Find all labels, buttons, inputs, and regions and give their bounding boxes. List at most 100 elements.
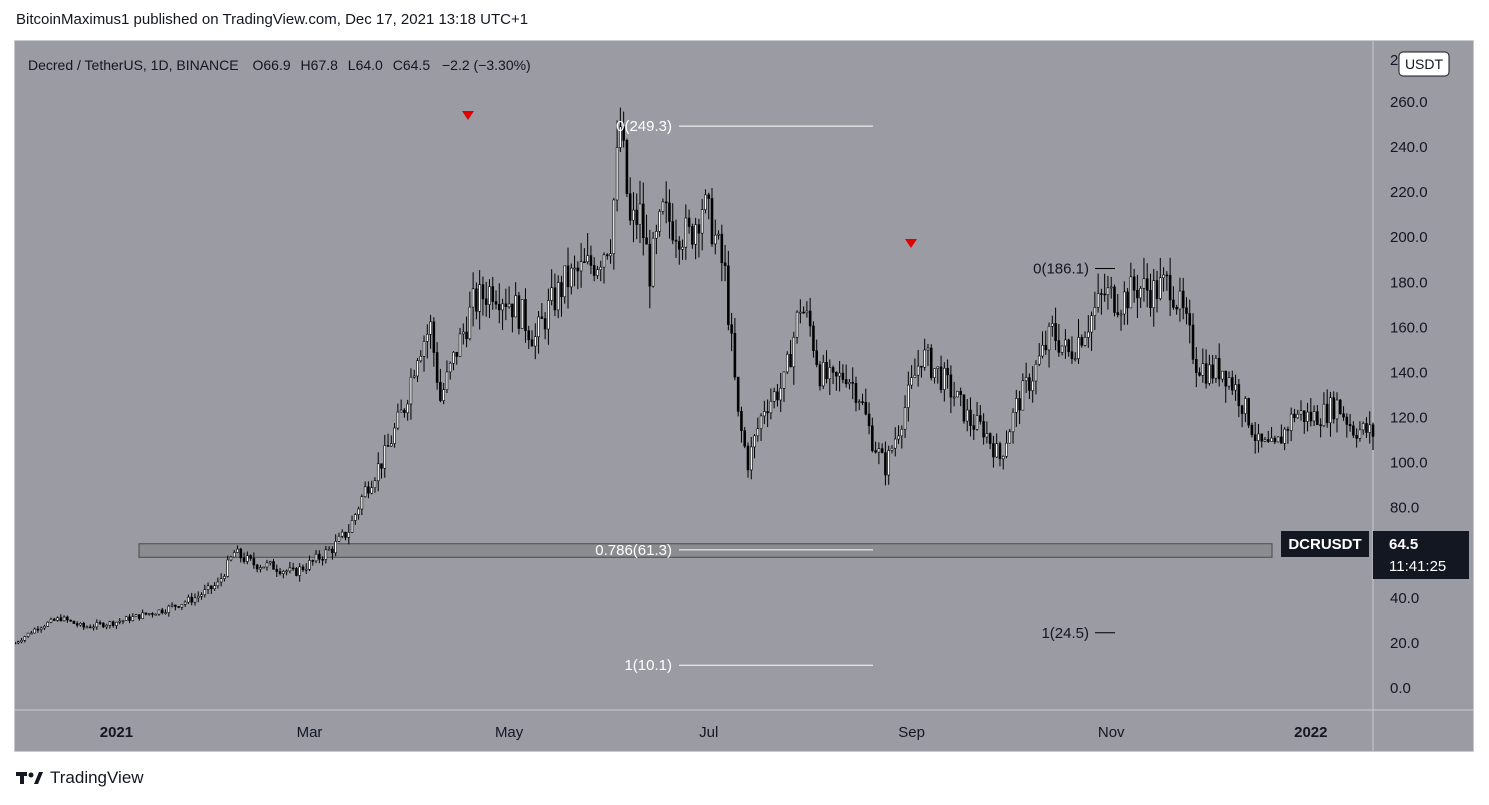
candle <box>419 350 423 363</box>
candle-body <box>553 287 557 311</box>
candle-body <box>134 614 138 617</box>
candle <box>1139 286 1142 309</box>
candle <box>56 616 59 622</box>
candle <box>448 361 452 380</box>
candle <box>975 401 979 431</box>
legend-open-value: 66.9 <box>263 57 290 73</box>
y-tick-label: 180.0 <box>1390 274 1428 291</box>
candle-body <box>278 571 282 574</box>
candle-body <box>1041 345 1044 357</box>
candle-body <box>534 336 537 347</box>
candle <box>403 408 406 418</box>
candle-body <box>1368 424 1372 433</box>
candle-body <box>920 365 923 368</box>
candle <box>740 406 743 443</box>
candle-body <box>111 621 115 626</box>
candle-body <box>141 612 144 619</box>
candle <box>933 368 936 384</box>
candle-body <box>216 581 220 587</box>
y-tick-label: 140.0 <box>1390 364 1428 381</box>
candle-body <box>1338 399 1342 415</box>
candle <box>517 291 521 335</box>
candle-body <box>1365 423 1368 433</box>
candle-body <box>1149 289 1152 309</box>
time-axis[interactable]: 2021 Mar May Jul Sep Nov 2022 <box>100 724 1328 741</box>
candle <box>164 609 167 615</box>
candle <box>707 192 711 220</box>
candle <box>239 547 243 563</box>
candle-body <box>82 623 85 628</box>
candle <box>210 585 213 594</box>
candle <box>206 582 210 594</box>
candle <box>828 359 832 396</box>
candle-body <box>213 585 216 590</box>
candle <box>1087 315 1090 348</box>
candle-body <box>1299 410 1303 415</box>
candle-body <box>23 636 27 641</box>
candle-body <box>1070 351 1074 360</box>
candle <box>66 615 69 623</box>
candle <box>1348 414 1352 432</box>
candle-body <box>795 311 799 338</box>
candle <box>766 399 769 428</box>
candle-body <box>1126 291 1129 309</box>
candle-body <box>1267 439 1270 442</box>
candle <box>1345 413 1349 438</box>
candle-body <box>193 597 197 603</box>
candle <box>838 360 841 392</box>
candle-body <box>815 350 818 365</box>
candle-body <box>916 365 920 376</box>
candle-body <box>965 409 969 422</box>
candle-body <box>877 448 881 453</box>
price-axis[interactable]: 0.020.040.060.080.0100.0120.0140.0160.01… <box>1390 94 1428 697</box>
candle <box>268 560 272 566</box>
candle-body <box>520 299 524 329</box>
candle <box>1286 426 1290 444</box>
candle-body <box>36 628 40 631</box>
candle-body <box>1371 424 1375 437</box>
candle <box>1054 307 1057 351</box>
candle-body <box>1247 398 1250 426</box>
candlestick-chart[interactable]: 0(249.3) 0.786(61.3) 1(10.1) 0(186.1) 1(24.5… <box>13 41 1473 751</box>
candle-body <box>88 626 92 629</box>
candle-body <box>619 126 622 148</box>
candle-body <box>1168 274 1172 301</box>
candle <box>530 330 534 347</box>
candle-body <box>697 224 701 234</box>
tag-price-bg <box>1373 531 1469 579</box>
candle-body <box>1204 363 1208 384</box>
candle <box>622 111 625 148</box>
candle-body <box>671 221 675 241</box>
candle-body <box>498 303 501 311</box>
plot-area[interactable] <box>15 41 1373 710</box>
candle-body <box>1221 370 1224 380</box>
candle-body <box>1234 384 1237 391</box>
candle <box>154 613 157 616</box>
x-tick-label: Sep <box>898 724 925 741</box>
candle-body <box>39 627 43 630</box>
candle-body <box>812 325 815 351</box>
candle <box>1214 354 1218 383</box>
candle <box>1113 284 1116 317</box>
candle <box>668 189 671 239</box>
candle <box>1116 294 1120 318</box>
candle <box>386 433 390 447</box>
candle-body <box>1132 276 1136 291</box>
candle-body <box>318 553 321 560</box>
candle <box>170 602 174 608</box>
candle-body <box>85 626 89 629</box>
candle <box>661 198 665 215</box>
chart-frame[interactable]: 0(249.3) 0.786(61.3) 1(10.1) 0(186.1) 1(24.5… <box>13 40 1474 752</box>
candle <box>638 180 642 244</box>
currency-button[interactable]: USDT <box>1398 51 1450 77</box>
candle-body <box>1335 399 1339 420</box>
candle <box>1041 331 1044 359</box>
candle-body <box>105 624 108 628</box>
candle-body <box>995 443 998 458</box>
candle <box>926 343 930 367</box>
candle <box>756 417 760 442</box>
candle-body <box>1024 377 1028 382</box>
candle <box>913 358 917 378</box>
candle-body <box>376 463 380 482</box>
candle-body <box>1136 289 1139 299</box>
